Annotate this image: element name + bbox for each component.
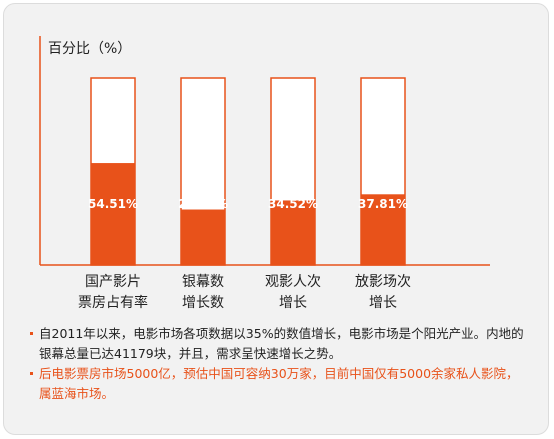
category-label-2-2: 增长数 — [182, 295, 224, 311]
bar-value-label-3: 34.52% — [268, 197, 318, 211]
bullet-icon — [30, 332, 33, 335]
bar-4 — [361, 194, 405, 265]
bar-2 — [181, 209, 225, 265]
category-label-1-1: 国产影片 — [85, 274, 141, 290]
note-1-text: 自2011年以来，电影市场各项数据以35%的数值增长，电影市场是个阳光产业。内地… — [39, 326, 524, 361]
notes-section: 自2011年以来，电影市场各项数据以35%的数值增长，电影市场是个阳光产业。内地… — [30, 324, 530, 404]
y-axis-label: 百分比（%） — [48, 41, 131, 57]
category-label-4-2: 增长 — [369, 295, 397, 311]
category-label-3-2: 增长 — [279, 295, 307, 311]
note-2: 后电影票房市场5000亿，预估中国可容纳30万家，目前中国仅有5000余家私人影… — [30, 364, 530, 404]
category-label-2-1: 银幕数 — [182, 274, 224, 290]
category-label-4-1: 放影场次 — [355, 274, 411, 290]
note-2-text: 后电影票房市场5000亿，预估中国可容纳30万家，目前中国仅有5000余家私人影… — [39, 366, 519, 401]
bar-value-label-4: 37.81% — [358, 197, 408, 211]
note-1: 自2011年以来，电影市场各项数据以35%的数值增长，电影市场是个阳光产业。内地… — [30, 324, 530, 364]
bar-value-label-1: 54.51% — [88, 197, 138, 211]
bullet-icon — [30, 372, 33, 375]
bar-value-label-2: 29.67% — [178, 197, 228, 211]
category-label-3-1: 观影人次 — [265, 274, 321, 290]
category-label-1-2: 票房占有率 — [78, 294, 148, 311]
bar-3 — [271, 200, 315, 265]
bar-1 — [91, 163, 135, 265]
